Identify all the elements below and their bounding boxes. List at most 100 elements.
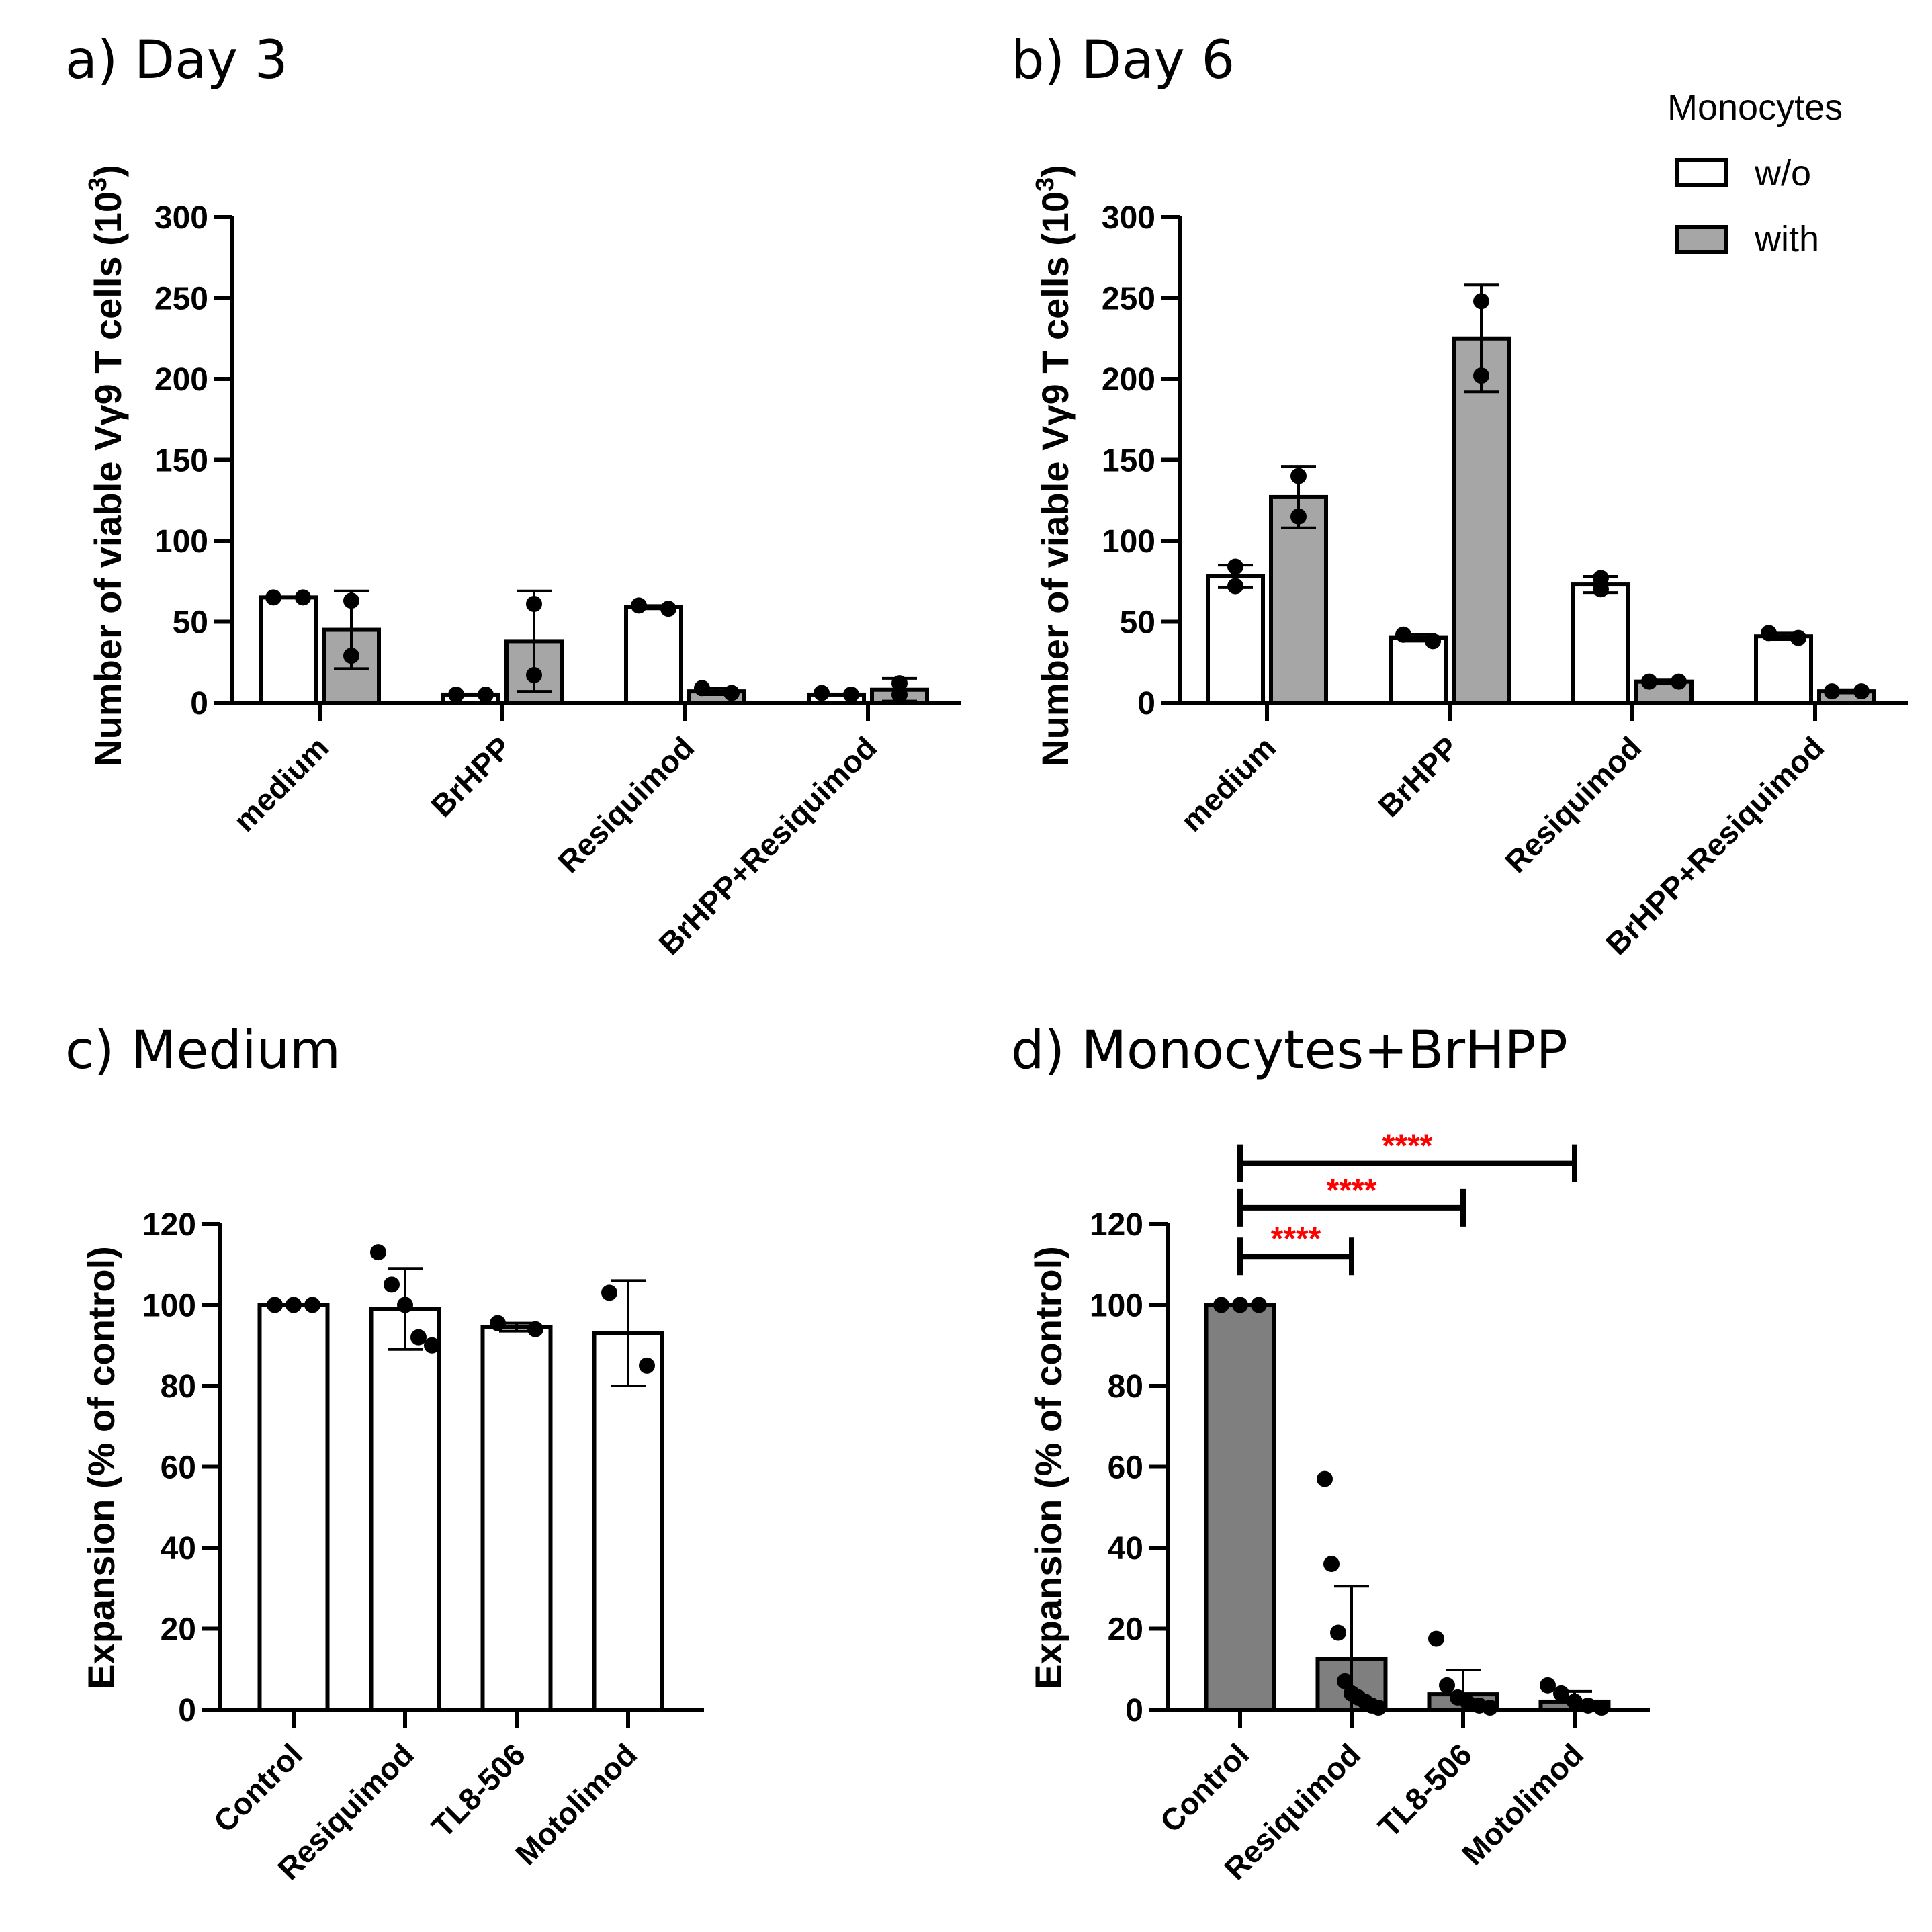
data-point bbox=[1428, 1630, 1444, 1647]
data-point bbox=[527, 1321, 543, 1337]
data-point bbox=[448, 686, 464, 703]
data-point bbox=[526, 595, 542, 612]
y-tick-label: 0 bbox=[190, 686, 208, 721]
data-point bbox=[265, 589, 281, 606]
data-point bbox=[1540, 1677, 1556, 1694]
y-tick-label: 0 bbox=[178, 1693, 196, 1728]
data-point bbox=[267, 1297, 283, 1313]
significance-label: **** bbox=[1382, 1129, 1433, 1164]
y-tick-label: 120 bbox=[142, 1207, 196, 1243]
legend-title: Monocytes bbox=[1667, 87, 1843, 128]
x-tick-label-tl8-506: TL8-506 bbox=[425, 1737, 532, 1844]
y-tick-label: 100 bbox=[1090, 1288, 1143, 1324]
bar-w-o-resiquimod bbox=[1571, 582, 1630, 705]
data-point bbox=[1641, 673, 1657, 690]
x-tick-label-medium: medium bbox=[1174, 730, 1282, 838]
x-tick-label-medium: medium bbox=[227, 730, 335, 838]
data-point bbox=[843, 686, 859, 703]
legend-label-wo: w/o bbox=[1754, 153, 1811, 193]
data-point bbox=[631, 597, 647, 614]
bar-with-brhpp bbox=[1452, 336, 1511, 705]
legend: Monocytes w/o with bbox=[1667, 87, 1843, 259]
data-point bbox=[1482, 1699, 1498, 1716]
data-point bbox=[1593, 581, 1609, 598]
panel-d: d) Monocytes+BrHPP Expansion (% of contr… bbox=[1011, 1020, 1650, 1886]
data-point bbox=[478, 686, 494, 703]
data-point bbox=[1330, 1624, 1346, 1641]
data-point bbox=[1761, 625, 1777, 642]
data-point bbox=[304, 1297, 320, 1313]
data-point bbox=[1473, 367, 1489, 384]
x-tick-label-control: Control bbox=[207, 1737, 309, 1839]
data-point bbox=[1567, 1693, 1583, 1710]
data-point bbox=[410, 1329, 427, 1346]
x-tick-label-resiquimod: Resiquimod bbox=[551, 730, 701, 879]
data-point bbox=[286, 1297, 302, 1313]
x-tick-label-motolimod: Motolimod bbox=[1455, 1737, 1590, 1872]
y-tick-label: 60 bbox=[161, 1450, 196, 1486]
legend-label-with: with bbox=[1754, 219, 1819, 259]
data-point bbox=[694, 680, 710, 697]
bar-tl8-506 bbox=[480, 1325, 553, 1712]
bar-w-o-brhpp bbox=[1389, 635, 1448, 705]
y-tick-label: 0 bbox=[1125, 1693, 1143, 1728]
y-tick-label: 20 bbox=[161, 1612, 196, 1648]
data-point bbox=[1473, 293, 1489, 310]
data-point bbox=[1290, 468, 1307, 484]
y-tick-label: 40 bbox=[161, 1531, 196, 1567]
y-tick-label: 250 bbox=[155, 281, 208, 317]
panel-c-ylabel: Expansion (% of control) bbox=[80, 1246, 122, 1689]
bar-w-o-resiquimod bbox=[624, 605, 683, 705]
bar-resiquimod bbox=[369, 1307, 441, 1712]
data-point bbox=[891, 686, 908, 703]
data-point bbox=[1593, 570, 1609, 586]
y-tick-label: 100 bbox=[155, 524, 208, 560]
panel-b-title: b) Day 6 bbox=[1011, 30, 1235, 91]
x-tick-label-brhpp: BrHPP bbox=[1371, 730, 1465, 824]
y-tick-label: 100 bbox=[1102, 524, 1155, 560]
y-tick-label: 80 bbox=[161, 1369, 196, 1405]
y-tick-label: 200 bbox=[1102, 362, 1155, 398]
y-tick-label: 150 bbox=[155, 443, 208, 479]
bar-w-o-brhpp-resiquimod bbox=[1754, 634, 1813, 705]
data-point bbox=[370, 1244, 386, 1261]
y-tick-label: 150 bbox=[1102, 443, 1155, 479]
data-point bbox=[660, 601, 676, 617]
x-tick-label-control: Control bbox=[1153, 1737, 1256, 1839]
bar-w-o-medium bbox=[1206, 574, 1265, 705]
y-tick-label: 50 bbox=[1120, 605, 1155, 641]
legend-swatch-with bbox=[1675, 225, 1728, 254]
panel-b: b) Day 6 Number of viable Vγ9 T cells (1… bbox=[1011, 30, 1908, 961]
y-tick-label: 250 bbox=[1102, 281, 1155, 317]
data-point bbox=[1227, 558, 1243, 575]
data-point bbox=[891, 675, 908, 692]
data-point bbox=[1853, 683, 1870, 700]
data-point bbox=[1337, 1673, 1353, 1689]
significance-label: **** bbox=[1327, 1173, 1377, 1209]
data-point bbox=[1290, 508, 1307, 525]
data-point bbox=[1790, 629, 1806, 646]
bar-control bbox=[257, 1303, 330, 1712]
panel-d-title: d) Monocytes+BrHPP bbox=[1011, 1020, 1568, 1081]
data-point bbox=[1671, 673, 1687, 690]
data-point bbox=[384, 1276, 400, 1293]
x-tick-label-brhpp: BrHPP bbox=[424, 730, 518, 824]
x-tick-label-resiquimod: Resiquimod bbox=[1498, 730, 1648, 879]
panel-c-title: c) Medium bbox=[65, 1020, 341, 1081]
y-tick-label: 100 bbox=[142, 1288, 196, 1324]
panel-a-ylabel: Number of viable Vγ9 T cells (103) bbox=[84, 165, 129, 766]
data-point bbox=[526, 667, 542, 684]
data-point bbox=[1425, 633, 1441, 650]
significance-label: **** bbox=[1271, 1221, 1321, 1257]
data-point bbox=[295, 589, 311, 606]
y-tick-label: 80 bbox=[1108, 1369, 1143, 1405]
data-point bbox=[1317, 1470, 1333, 1487]
data-point bbox=[601, 1284, 617, 1301]
y-tick-label: 200 bbox=[155, 362, 208, 398]
bar-motolimod bbox=[592, 1331, 664, 1712]
y-tick-label: 300 bbox=[1102, 200, 1155, 236]
bar-control bbox=[1204, 1303, 1276, 1712]
